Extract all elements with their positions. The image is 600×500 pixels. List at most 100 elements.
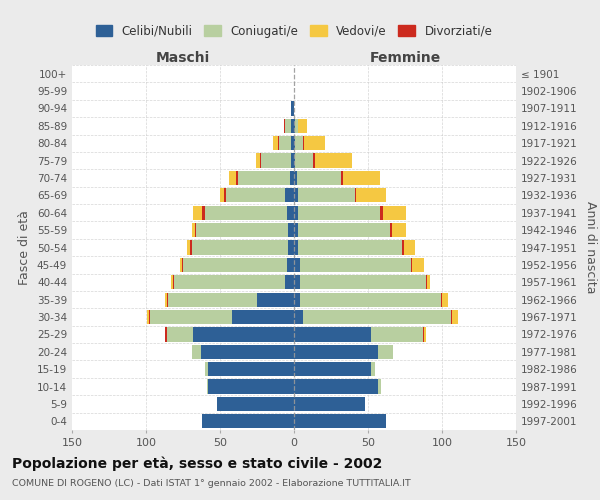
Bar <box>284 118 285 133</box>
Bar <box>392 223 406 237</box>
Bar <box>424 328 426 342</box>
Bar <box>294 310 303 324</box>
Bar <box>294 328 371 342</box>
Bar <box>379 380 382 394</box>
Bar <box>288 240 294 254</box>
Bar <box>149 310 151 324</box>
Bar <box>202 414 294 428</box>
Legend: Celibi/Nubili, Coniugati/e, Vedovi/e, Divorziati/e: Celibi/Nubili, Coniugati/e, Vedovi/e, Di… <box>91 20 497 42</box>
Bar <box>380 206 383 220</box>
Y-axis label: Fasce di età: Fasce di età <box>19 210 31 285</box>
Bar <box>256 154 260 168</box>
Bar <box>341 171 343 185</box>
Bar <box>427 275 430 289</box>
Bar <box>236 171 238 185</box>
Bar <box>300 258 411 272</box>
Bar <box>343 171 380 185</box>
Bar <box>193 206 202 220</box>
Bar <box>182 258 183 272</box>
Bar <box>167 292 168 307</box>
Bar <box>291 118 294 133</box>
Bar <box>295 118 298 133</box>
Bar <box>173 275 174 289</box>
Bar <box>294 414 386 428</box>
Bar <box>294 397 365 411</box>
Bar <box>300 275 426 289</box>
Bar <box>294 258 300 272</box>
Bar <box>287 258 294 272</box>
Bar <box>193 328 294 342</box>
Bar <box>192 223 195 237</box>
Bar <box>383 206 406 220</box>
Bar <box>224 188 226 202</box>
Bar <box>187 240 190 254</box>
Bar <box>165 328 167 342</box>
Bar <box>371 328 423 342</box>
Bar <box>313 154 315 168</box>
Bar <box>294 275 300 289</box>
Bar <box>379 344 393 359</box>
Bar <box>202 206 205 220</box>
Bar <box>174 275 285 289</box>
Bar <box>167 328 193 342</box>
Bar <box>287 206 294 220</box>
Bar <box>295 154 313 168</box>
Bar <box>201 344 294 359</box>
Bar <box>356 188 386 202</box>
Bar <box>315 154 352 168</box>
Bar <box>390 223 392 237</box>
Bar <box>180 258 182 272</box>
Bar <box>190 240 192 254</box>
Bar <box>168 292 257 307</box>
Bar <box>232 310 294 324</box>
Bar <box>412 258 424 272</box>
Bar <box>290 171 294 185</box>
Bar <box>355 188 356 202</box>
Bar <box>192 240 288 254</box>
Bar <box>440 292 442 307</box>
Bar <box>262 154 291 168</box>
Text: Maschi: Maschi <box>156 51 210 65</box>
Bar <box>291 136 294 150</box>
Bar <box>205 206 287 220</box>
Bar <box>205 362 208 376</box>
Bar <box>278 136 279 150</box>
Y-axis label: Anni di nascita: Anni di nascita <box>584 201 597 294</box>
Bar <box>294 118 295 133</box>
Bar <box>300 292 440 307</box>
Bar <box>288 223 294 237</box>
Bar <box>291 102 294 116</box>
Bar <box>148 310 149 324</box>
Bar <box>208 362 294 376</box>
Bar <box>285 188 294 202</box>
Bar <box>451 310 452 324</box>
Bar <box>297 171 341 185</box>
Bar <box>217 397 294 411</box>
Bar <box>294 171 297 185</box>
Bar <box>298 223 390 237</box>
Bar <box>294 292 300 307</box>
Bar <box>196 223 288 237</box>
Bar <box>294 188 298 202</box>
Bar <box>294 380 379 394</box>
Bar <box>279 136 291 150</box>
Bar <box>294 206 298 220</box>
Bar <box>229 171 236 185</box>
Bar <box>273 136 278 150</box>
Text: COMUNE DI ROGENO (LC) - Dati ISTAT 1° gennaio 2002 - Elaborazione TUTTITALIA.IT: COMUNE DI ROGENO (LC) - Dati ISTAT 1° ge… <box>12 478 411 488</box>
Bar <box>226 188 285 202</box>
Bar <box>426 275 427 289</box>
Bar <box>183 258 287 272</box>
Bar <box>257 292 294 307</box>
Bar <box>294 223 298 237</box>
Bar <box>411 258 412 272</box>
Bar <box>294 362 371 376</box>
Bar <box>206 380 208 394</box>
Bar <box>285 118 291 133</box>
Bar <box>171 275 173 289</box>
Bar <box>294 136 295 150</box>
Bar <box>260 154 262 168</box>
Bar <box>195 223 196 237</box>
Bar <box>220 188 224 202</box>
Bar <box>298 188 355 202</box>
